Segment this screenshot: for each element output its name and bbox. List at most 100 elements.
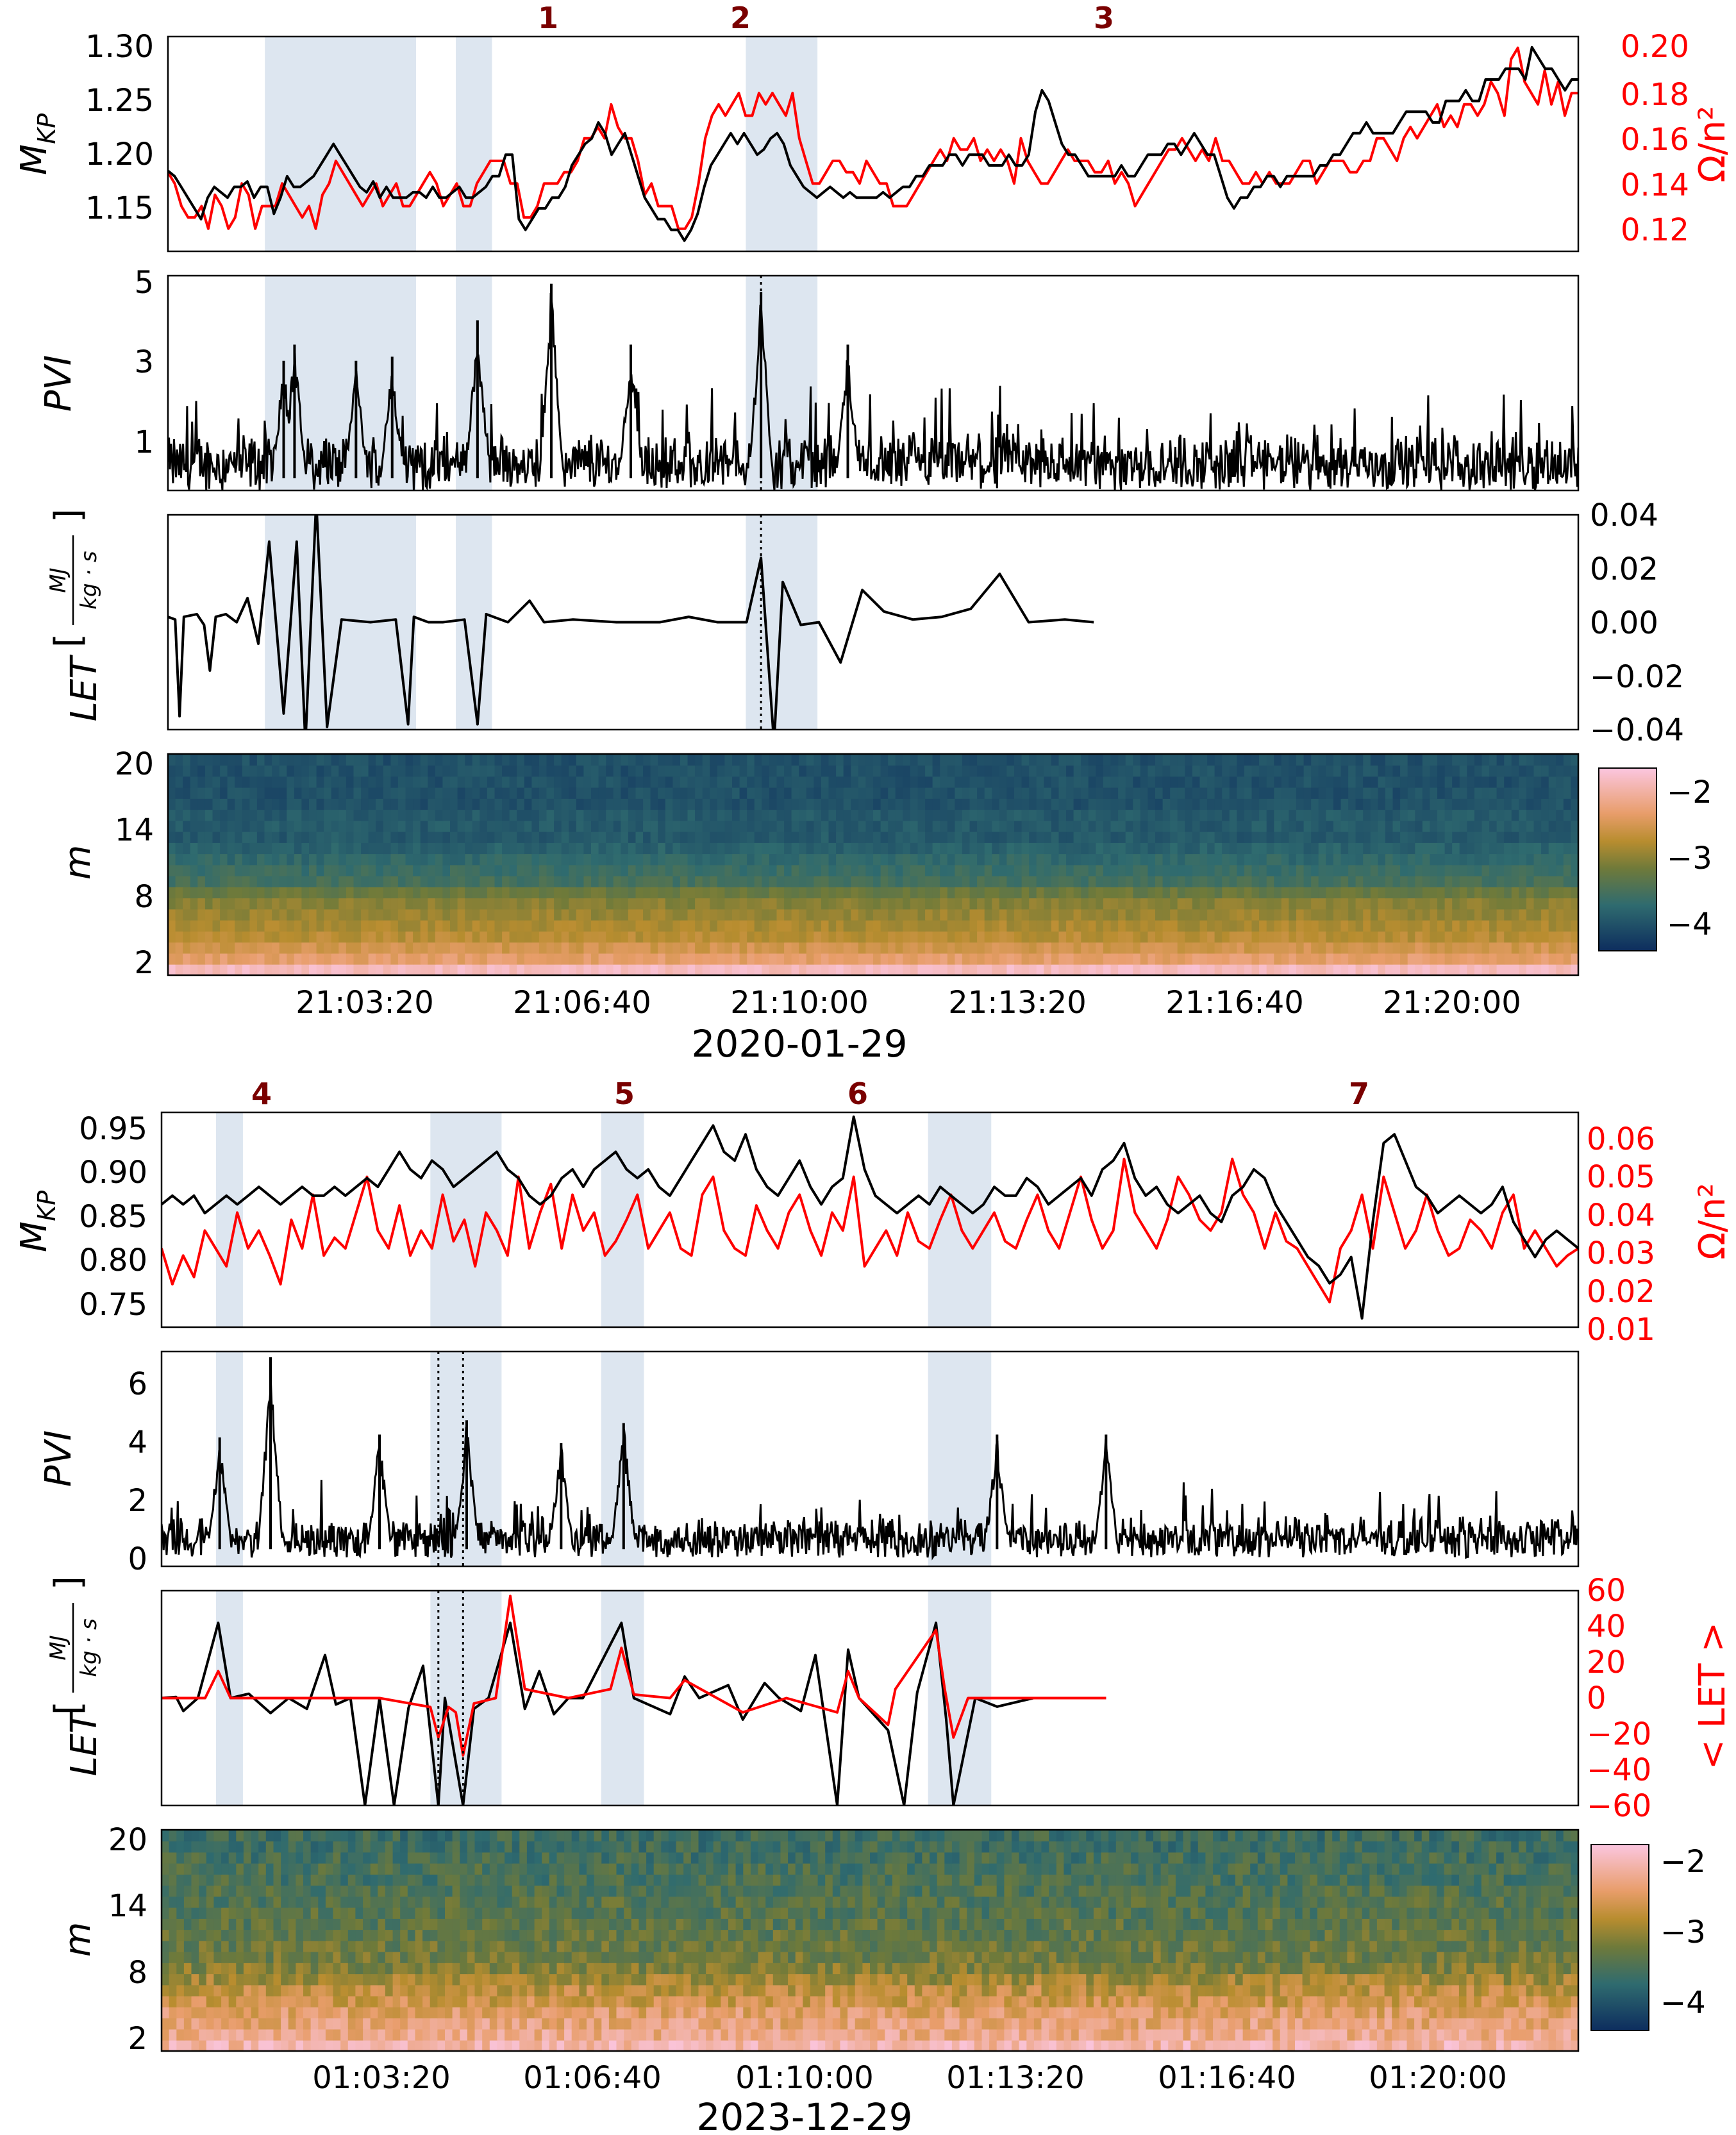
heatmap-cell [502,798,510,810]
heatmap-cell [1548,875,1557,887]
heatmap-cell [1311,953,1319,965]
heatmap-cell [227,919,235,932]
heatmap-cell [836,831,844,843]
heatmap-cell [1081,787,1089,799]
heatmap-cell [888,864,896,876]
heatmap-cell [338,964,347,975]
heatmap-cell [1459,809,1468,821]
heatmap-cell [502,820,510,832]
heatmap-cell [817,2039,826,2051]
heatmap-cell [1533,831,1542,843]
heatmap-cell [695,765,703,777]
heatmap-cell [1421,2029,1430,2041]
heatmap-cell [1504,964,1512,975]
heatmap-cell [480,964,488,975]
heatmap-cell [413,864,421,876]
heatmap-cell [1088,898,1097,910]
heatmap-cell [1125,953,1134,965]
heatmap-cell [428,931,436,943]
heatmap-cell [1162,931,1171,943]
heatmap-cell [1021,787,1030,799]
heatmap-cell [646,2039,655,2051]
heatmap-cell [992,787,1000,799]
heatmap-cell [1348,875,1356,887]
heatmap-cell [880,953,889,965]
heatmap-cell [1437,798,1446,810]
heatmap-cell [1168,2007,1176,2019]
heatmap-cell [1318,887,1327,899]
heatmap-cell [877,2018,885,2030]
heatmap-cell [309,942,317,954]
heatmap-cell [606,787,614,799]
heatmap-cell [1220,2029,1229,2041]
heatmap-cell [1222,953,1230,965]
heatmap-cell [457,787,465,799]
heatmap-cell [1251,853,1260,866]
heatmap-cell [331,831,340,843]
heatmap-cell [256,798,265,810]
heatmap-cell [613,842,622,855]
heatmap-cell [1444,809,1453,821]
heatmap-cell [754,964,763,975]
heatmap-cell [221,1995,230,2007]
heatmap-cell [765,2007,774,2019]
heatmap-cell [287,898,295,910]
heatmap-cell [877,2029,885,2041]
heatmap-cell [947,853,956,866]
heatmap-cell [1481,908,1490,921]
heatmap-cell [264,964,272,975]
heatmap-cell [549,2007,558,2019]
heatmap-cell [1400,820,1408,832]
heatmap-cell [517,887,525,899]
heatmap-cell [969,919,978,932]
heatmap-cell [776,798,785,810]
heatmap-cell [1103,853,1112,866]
heatmap-cell [571,1995,580,2007]
heatmap-cell [561,908,570,921]
heatmap-cell [817,2018,826,2030]
heatmap-cell [183,931,191,943]
heatmap-cell [974,2039,983,2051]
heatmap-cell [531,765,540,777]
heatmap-cell [977,919,985,932]
heatmap-cell [910,787,919,799]
heatmap-cell [1051,842,1060,855]
heatmap-cell [487,787,496,799]
heatmap-cell [710,754,718,766]
heatmap-cell [1414,2018,1423,2030]
heatmap-cell [940,931,948,943]
heatmap-cell [1392,2029,1400,2041]
heatmap-cell [1563,887,1572,899]
heatmap-cell [1452,842,1460,855]
heatmap-cell [977,754,985,766]
heatmap-cell [1066,765,1074,777]
heatmap-cell [435,787,444,799]
heatmap-cell [397,919,406,932]
heatmap-cell [1073,898,1081,910]
heatmap-cell [524,898,533,910]
heatmap-cell [340,1984,349,1997]
heatmap-cell [569,887,577,899]
heatmap-cell [1289,908,1297,921]
heatmap-cell [1496,853,1505,866]
heatmap-cell [724,898,733,910]
heatmap-cell [1237,853,1245,866]
heatmap-cell [962,776,971,788]
heatmap-cell [724,831,733,843]
heatmap-cell [397,853,406,866]
heatmap-cell [517,776,525,788]
y-tick-label: 8 [134,879,154,915]
heatmap-cell [1296,908,1305,921]
heatmap-cell [318,2007,326,2019]
heatmap-cell [1437,765,1446,777]
heatmap-cell [1207,964,1215,975]
heatmap-cell [294,754,303,766]
heatmap-cell [1429,2007,1437,2019]
heatmap-cell [353,820,362,832]
heatmap-cell [587,1995,595,2007]
heatmap-cell [944,2018,953,2030]
heatmap-cell [1489,798,1498,810]
heatmap-cell [1378,919,1386,932]
heatmap-cell [1317,2039,1326,2051]
heatmap-cell [955,887,963,899]
